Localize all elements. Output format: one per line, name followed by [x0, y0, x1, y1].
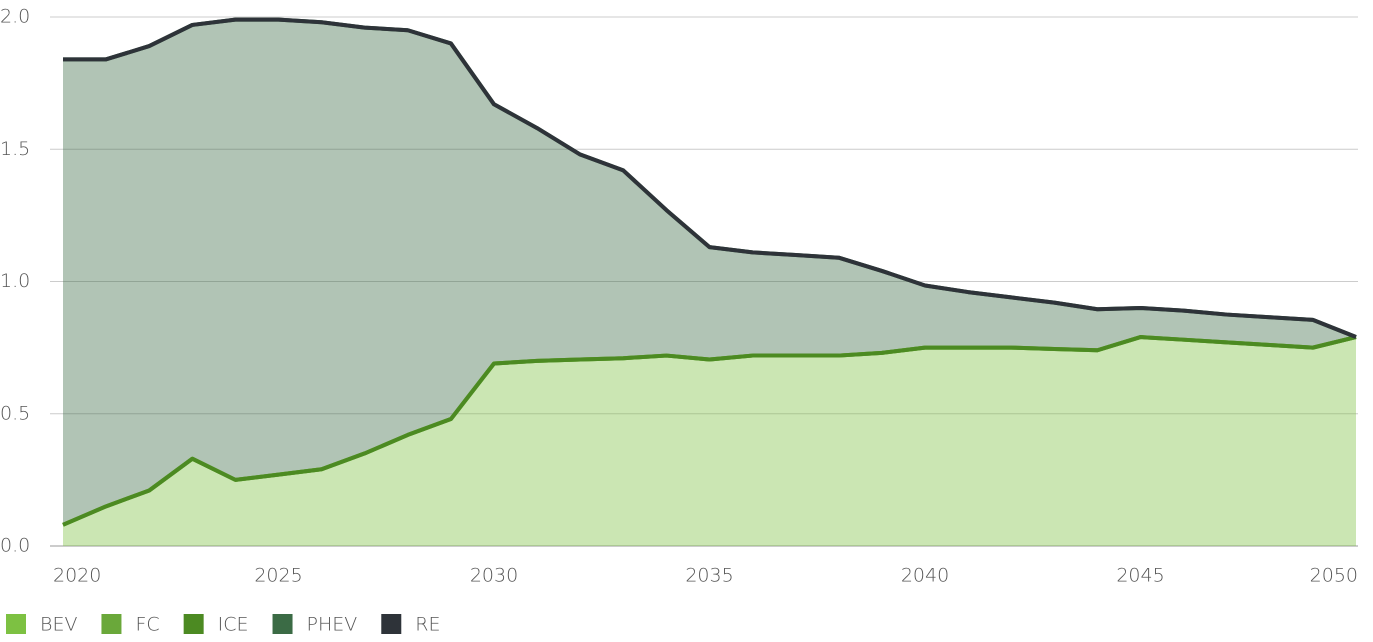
- area-line: [62, 335, 1357, 527]
- area-line: [63, 17, 1357, 339]
- x-tick-label: 2045: [1116, 565, 1164, 587]
- area: [63, 337, 1356, 546]
- legend-swatch: [272, 614, 293, 634]
- x-tick-label: 2035: [685, 565, 733, 587]
- area: [63, 19, 1356, 525]
- y-tick-label: 0.5: [0, 402, 30, 424]
- legend-label: BEV: [40, 614, 77, 636]
- legend-swatch: [6, 614, 26, 634]
- legend-label: RE: [415, 614, 440, 636]
- x-tick-label: 2030: [470, 565, 518, 587]
- legend-swatch: [381, 614, 402, 634]
- x-tick-label: 2020: [53, 565, 101, 587]
- legend-swatch: [183, 614, 204, 634]
- y-tick-label: 1.5: [0, 138, 30, 160]
- x-tick-label: 2025: [254, 565, 302, 587]
- y-tick-label: 0.0: [0, 535, 30, 557]
- legend-label: FC: [135, 614, 159, 636]
- y-tick-label: 1.0: [0, 270, 30, 292]
- x-tick-label: 2040: [901, 565, 949, 587]
- legend-label: ICE: [218, 614, 249, 636]
- legend-swatch: [101, 614, 122, 634]
- x-tick-label: 2050: [1310, 565, 1358, 587]
- y-tick-label: 2.0: [0, 6, 30, 28]
- legend-label: PHEV: [307, 614, 358, 636]
